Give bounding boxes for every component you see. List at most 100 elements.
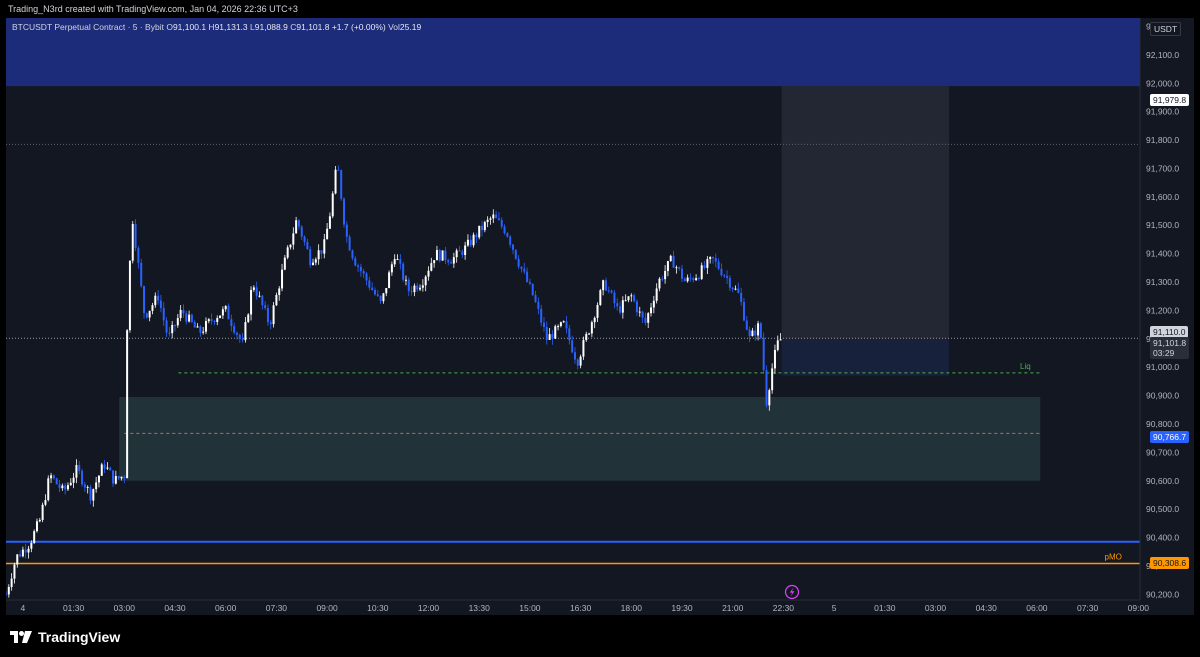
- candle: [641, 310, 644, 324]
- time-tick-label: 06:00: [1026, 603, 1048, 613]
- candle: [599, 288, 602, 306]
- candle-body: [590, 322, 593, 334]
- candle: [610, 289, 613, 294]
- candle: [92, 488, 95, 507]
- candle: [681, 264, 684, 283]
- candle: [69, 478, 72, 486]
- time-axis: 4 01:30 03:00 04:30 06:00 07:30 09:00 10:30 12:0…: [6, 599, 1194, 615]
- candle: [38, 517, 41, 523]
- candle: [165, 317, 168, 338]
- candlestick-chart[interactable]: 90,200.090,300.090,400.090,500.090,600.0…: [6, 18, 1194, 615]
- candle-body: [86, 486, 89, 488]
- candle: [128, 260, 131, 333]
- premium-zone: [6, 18, 1140, 87]
- candle: [461, 249, 464, 259]
- tradingview-logo[interactable]: TradingView: [10, 629, 120, 645]
- candle-body: [213, 321, 216, 323]
- time-tick-label: 04:30: [164, 603, 186, 613]
- candle: [13, 562, 16, 584]
- candle-body: [475, 234, 478, 238]
- candle-body: [227, 305, 230, 320]
- candle: [385, 288, 388, 297]
- candle: [703, 260, 706, 270]
- stop-zone: [781, 338, 950, 376]
- candle-body: [565, 321, 568, 329]
- candle: [621, 296, 624, 319]
- chart-panel[interactable]: [6, 18, 1194, 615]
- candle: [19, 550, 22, 558]
- candle-body: [278, 288, 281, 295]
- candle: [709, 256, 712, 264]
- currency-button[interactable]: USDT: [1150, 22, 1182, 36]
- candle-body: [309, 249, 312, 265]
- symbol-name[interactable]: BTCUSDT Perpetual Contract · 5 · Bybit: [12, 22, 164, 32]
- candle: [328, 212, 331, 230]
- candle: [714, 253, 717, 268]
- candle-body: [650, 307, 653, 314]
- candle-body: [711, 256, 714, 259]
- candle-body: [224, 305, 227, 310]
- candle: [517, 255, 520, 269]
- candle: [117, 475, 120, 481]
- candle-body: [190, 314, 193, 323]
- candle-body: [47, 478, 50, 501]
- candle: [81, 468, 84, 487]
- candle-body: [69, 482, 72, 486]
- candle: [706, 256, 709, 274]
- candle-body: [123, 476, 126, 479]
- candle-body: [551, 334, 554, 339]
- candle: [151, 302, 154, 315]
- currency-label: USDT: [1154, 24, 1178, 34]
- candle: [27, 545, 30, 559]
- price-tick-label: 90,600.0: [1146, 476, 1179, 486]
- candle-body: [585, 333, 588, 341]
- candle: [413, 283, 416, 297]
- candle: [159, 294, 162, 313]
- candle-body: [97, 475, 100, 483]
- candle: [55, 477, 58, 485]
- candle: [204, 317, 207, 335]
- candle: [179, 305, 182, 322]
- candle: [514, 249, 517, 260]
- candle: [145, 312, 148, 319]
- candle: [773, 344, 776, 374]
- candle-body: [610, 290, 613, 293]
- candle: [72, 472, 75, 489]
- candle: [627, 296, 630, 303]
- candle: [658, 277, 661, 292]
- candle-body: [385, 288, 388, 294]
- candle-body: [143, 286, 146, 314]
- candle: [540, 304, 543, 327]
- candle-body: [419, 287, 422, 290]
- candle-body: [10, 578, 13, 587]
- candle-body: [21, 549, 24, 557]
- candle: [162, 302, 165, 326]
- candle-body: [495, 214, 498, 219]
- candle: [47, 475, 50, 502]
- candle: [557, 324, 560, 331]
- candle-body: [604, 280, 607, 291]
- candle-body: [433, 260, 436, 264]
- candle-body: [734, 288, 737, 290]
- candle: [286, 245, 289, 260]
- candle: [52, 474, 55, 480]
- candle: [272, 301, 275, 328]
- candle: [269, 319, 272, 330]
- candle: [720, 263, 723, 277]
- candle-body: [466, 239, 469, 246]
- price-axis-bg: [1140, 18, 1194, 615]
- candle-body: [168, 332, 171, 334]
- candle: [779, 333, 782, 341]
- candle-body: [472, 234, 475, 246]
- candle-body: [486, 219, 489, 223]
- candle-body: [644, 317, 647, 323]
- candle: [334, 166, 337, 195]
- candle-body: [531, 283, 534, 296]
- candle: [126, 329, 129, 479]
- candle: [131, 221, 134, 264]
- candle: [483, 220, 486, 233]
- candle-body: [52, 475, 55, 479]
- candle: [500, 217, 503, 229]
- candle: [289, 244, 292, 250]
- candle-body: [159, 300, 162, 309]
